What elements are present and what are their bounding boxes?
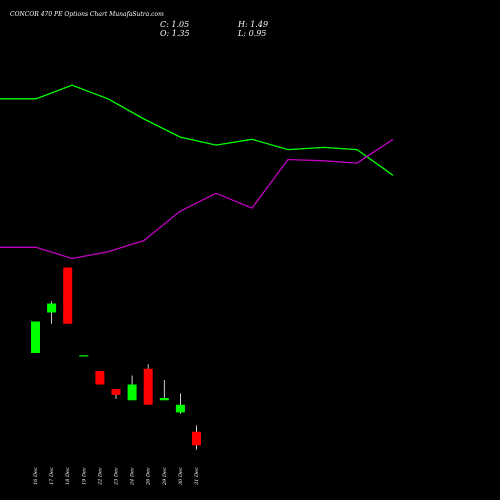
close-label: C:	[160, 20, 171, 29]
x-tick-label: 19 Dec	[81, 467, 87, 485]
high-label: H:	[237, 20, 250, 29]
candle-body	[31, 321, 40, 353]
open-value: 1.35	[172, 29, 190, 38]
bands-layer	[0, 84, 394, 260]
x-tick-label: 18 Dec	[65, 467, 71, 485]
x-tick-label: 17 Dec	[49, 467, 55, 485]
candle-body	[111, 389, 121, 395]
candle-body	[175, 404, 185, 413]
high-value: 1.49	[250, 20, 268, 29]
candle-29-dec	[159, 380, 169, 401]
low-label: L:	[237, 29, 249, 38]
candles-layer	[31, 267, 201, 450]
candle-body	[79, 355, 89, 357]
candle-body	[192, 431, 201, 446]
candle-body	[127, 384, 137, 401]
candle-body	[159, 398, 169, 401]
upper-band-line	[0, 84, 394, 176]
candle-22-dec	[95, 371, 105, 385]
lower-band-line	[0, 138, 394, 260]
x-tick-label: 16 Dec	[33, 467, 39, 485]
candle-17-dec	[47, 301, 57, 324]
candle-16-dec	[31, 321, 40, 353]
x-tick-label: 26 Dec	[146, 467, 152, 486]
candle-body	[143, 368, 153, 405]
candle-30-dec	[175, 393, 185, 414]
candle-24-dec	[127, 375, 137, 401]
open-label: O:	[160, 29, 172, 38]
x-tick-label: 24 Dec	[130, 467, 136, 486]
low-value: 0.95	[249, 29, 267, 38]
ohlc-readout: C: 1.05 H: 1.49 O: 1.35 L: 0.95	[160, 20, 268, 38]
svg-text:C: 1.05: C: 1.05	[160, 20, 189, 29]
x-tick-label: 22 Dec	[97, 467, 103, 486]
candle-body	[47, 303, 57, 313]
candle-26-dec	[143, 364, 153, 405]
x-tick-label: 31 Dec	[194, 467, 200, 485]
candle-19-dec	[79, 355, 89, 357]
x-tick-label: 30 Dec	[178, 467, 184, 485]
candle-18-dec	[63, 267, 73, 324]
svg-text:H: 1.49: H: 1.49	[237, 20, 268, 29]
candle-body	[95, 371, 105, 385]
svg-text:L: 0.95: L: 0.95	[237, 29, 266, 38]
candle-23-dec	[111, 389, 121, 399]
svg-text:O: 1.35: O: 1.35	[160, 29, 190, 38]
candle-31-dec	[192, 425, 201, 450]
close-value: 1.05	[171, 20, 189, 29]
x-axis-ticks: 16 Dec 17 Dec 18 Dec 19 Dec 22 Dec 23 Dec 24 D…	[33, 467, 200, 486]
x-tick-label: 29 Dec	[162, 467, 168, 486]
x-tick-label: 23 Dec	[114, 467, 120, 486]
candle-body	[63, 267, 73, 324]
chart-title: CONCOR 470 PE Options Chart MunafaSutra.…	[10, 11, 164, 18]
